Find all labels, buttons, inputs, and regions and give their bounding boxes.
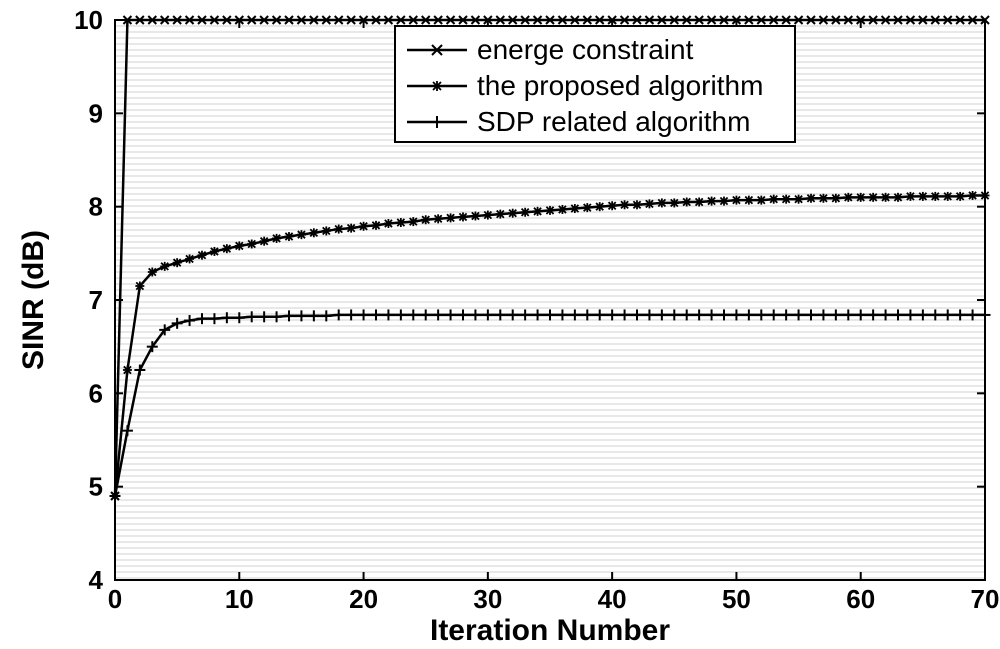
ytick-label: 8 — [89, 192, 103, 222]
sinr-chart: 0 10 20 30 40 50 60 70 4 5 6 7 8 9 10 Iteration Number S… — [0, 0, 1000, 649]
legend-label-energy: energe constraint — [477, 34, 694, 65]
y-axis-title: SINR (dB) — [17, 230, 50, 370]
xtick-label: 40 — [598, 584, 627, 614]
ytick-label: 9 — [89, 98, 103, 128]
ytick-label: 4 — [89, 565, 104, 595]
ytick-label: 10 — [74, 5, 103, 35]
x-axis-title: Iteration Number — [430, 614, 670, 647]
xtick-label: 50 — [722, 584, 751, 614]
legend-label-proposed: the proposed algorithm — [477, 70, 763, 101]
legend-label-sdp: SDP related algorithm — [477, 106, 750, 137]
xtick-label: 30 — [473, 584, 502, 614]
xtick-label: 20 — [349, 584, 378, 614]
series-proposed — [115, 195, 985, 496]
xtick-label: 60 — [846, 584, 875, 614]
xtick-label: 10 — [225, 584, 254, 614]
xtick-label: 70 — [971, 584, 1000, 614]
xtick-label: 0 — [108, 584, 122, 614]
legend: energe constraint the proposed algorithm S… — [395, 26, 795, 142]
ytick-label: 6 — [89, 378, 103, 408]
series-sdp — [115, 315, 985, 496]
ytick-label: 7 — [89, 285, 103, 315]
ytick-label: 5 — [89, 472, 103, 502]
